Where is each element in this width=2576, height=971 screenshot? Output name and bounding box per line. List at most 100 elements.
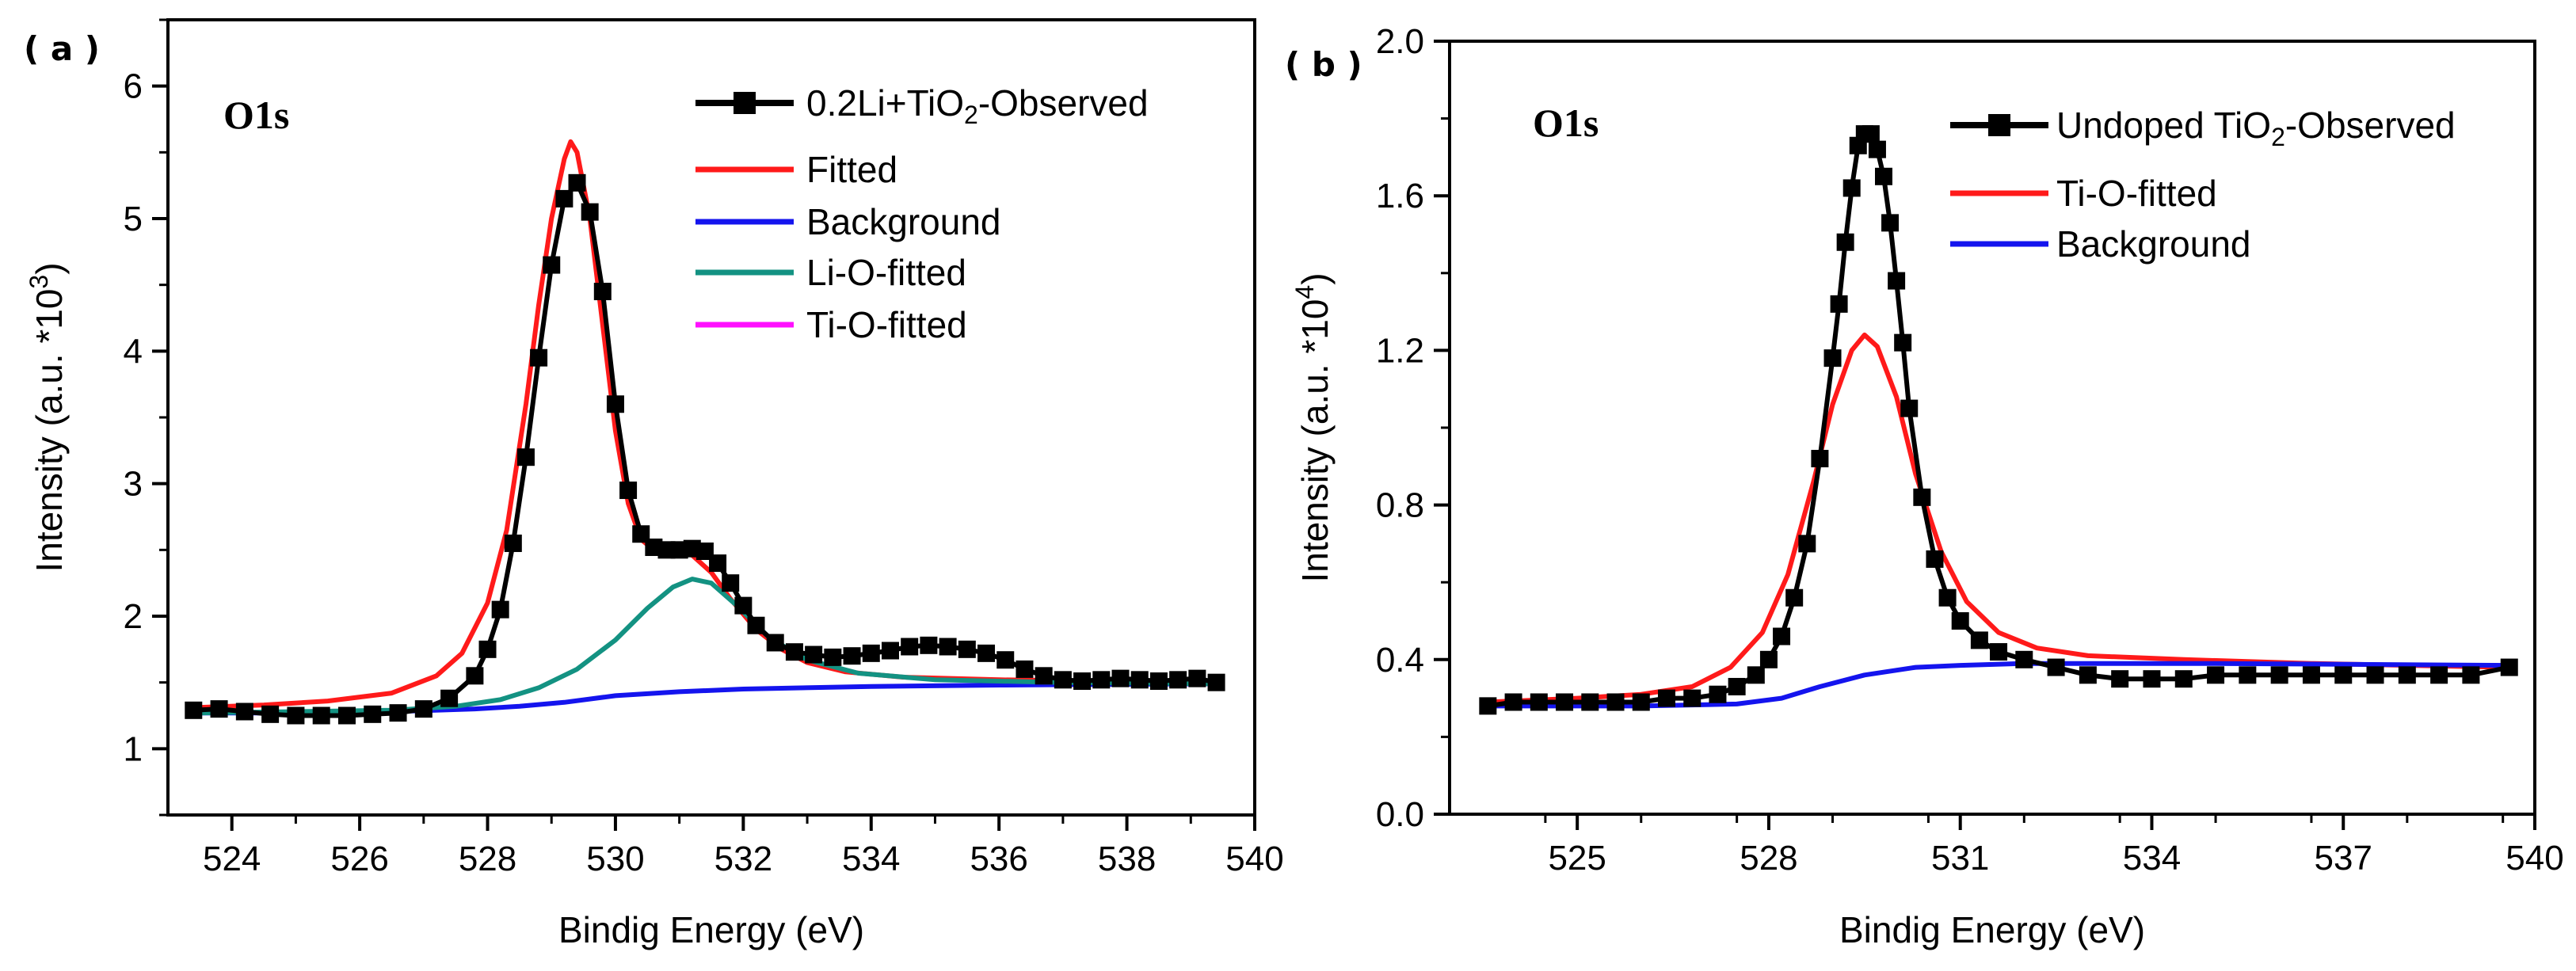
data-point-a-41 bbox=[901, 638, 919, 656]
data-point-a-43 bbox=[939, 638, 957, 656]
data-point-b-36 bbox=[2015, 650, 2033, 668]
panel-b-y-axis-label-close: ) bbox=[1294, 272, 1336, 284]
data-point-b-34 bbox=[1970, 631, 1988, 649]
series-a-fitted bbox=[191, 139, 1219, 710]
data-point-a-13 bbox=[491, 600, 509, 619]
panel-a-legend-item-fitted: Fitted bbox=[695, 149, 897, 190]
data-point-a-10 bbox=[440, 689, 459, 707]
series-line-a-0 bbox=[191, 180, 1219, 718]
x-tick-label-b-528: 528 bbox=[1740, 839, 1797, 878]
panel-a-y-ticks: 1 2 3 4 5 6 bbox=[124, 18, 168, 817]
series-a-0-2li-tio2-observed bbox=[185, 173, 1225, 725]
series-line-b-1 bbox=[1485, 332, 2512, 705]
legend-text-li-o: Li-O-fitted bbox=[806, 252, 966, 293]
data-point-b-28 bbox=[1894, 333, 1912, 352]
data-point-b-43 bbox=[2239, 666, 2257, 684]
data-point-a-21 bbox=[593, 283, 612, 301]
panel-a-y-axis-label-main: Intensity (a.u. *10 bbox=[29, 289, 70, 573]
y-tick-label-b-4: 1.6 bbox=[1376, 177, 1424, 215]
legend-text-observed-sub: 2 bbox=[964, 101, 978, 129]
data-point-b-1 bbox=[1504, 693, 1522, 711]
data-point-b-3 bbox=[1556, 693, 1574, 711]
panel-b-y-axis-label-exp: 4 bbox=[1290, 285, 1319, 299]
data-point-a-30 bbox=[709, 554, 727, 573]
data-point-a-18 bbox=[555, 189, 574, 208]
legend-text-undoped-observed-main: Undoped TiO bbox=[2056, 105, 2271, 146]
legend-text-ti-o-b: Ti-O-fitted bbox=[2056, 173, 2217, 214]
legend-text-observed: 0.2Li+TiO2-Observed bbox=[806, 82, 1149, 129]
data-point-a-9 bbox=[414, 700, 433, 718]
data-point-a-4 bbox=[287, 706, 305, 725]
legend-text-undoped-observed-sub: 2 bbox=[2271, 123, 2285, 151]
data-point-b-39 bbox=[2111, 670, 2129, 688]
data-point-a-17 bbox=[543, 256, 561, 274]
data-point-a-8 bbox=[389, 704, 407, 722]
data-point-b-47 bbox=[2366, 666, 2384, 684]
y-tick-label-a-4: 5 bbox=[124, 200, 143, 238]
legend-marker-observed bbox=[734, 92, 756, 114]
data-point-a-56 bbox=[1188, 669, 1206, 687]
x-tick-label-a-524: 524 bbox=[203, 840, 261, 878]
panel-b-x-axis-label: Bindig Energy (eV) bbox=[1839, 909, 2145, 950]
x-tick-label-a-530: 530 bbox=[586, 840, 644, 878]
data-point-b-29 bbox=[1900, 399, 1919, 417]
data-point-b-37 bbox=[2047, 658, 2065, 676]
data-point-b-46 bbox=[2334, 666, 2353, 684]
y-tick-label-a-2: 3 bbox=[124, 465, 143, 504]
data-point-b-32 bbox=[1938, 588, 1957, 607]
panel-a-legend-item-ti-o: Ti-O-fitted bbox=[695, 304, 967, 345]
legend-text-observed-rest: -Observed bbox=[978, 82, 1149, 124]
panel-b-legend: Undoped TiO2-Observed Ti-O-fitted Backgr… bbox=[1950, 105, 2456, 265]
data-point-b-5 bbox=[1606, 693, 1625, 711]
data-point-b-17 bbox=[1823, 349, 1842, 367]
x-tick-label-a-540: 540 bbox=[1225, 840, 1283, 878]
data-point-a-11 bbox=[466, 667, 484, 685]
y-tick-label-a-1: 2 bbox=[124, 597, 143, 636]
panel-b-legend-item-ti-o: Ti-O-fitted bbox=[1950, 173, 2217, 214]
legend-text-undoped-observed-rest: -Observed bbox=[2285, 105, 2456, 146]
series-b-undoped-tio2-observed bbox=[1479, 125, 2518, 715]
panel-a-plot-area bbox=[185, 139, 1225, 725]
data-point-b-0 bbox=[1479, 697, 1497, 715]
legend-text-observed-main: 0.2Li+TiO bbox=[806, 82, 964, 124]
x-tick-label-b-540: 540 bbox=[2506, 839, 2563, 878]
x-tick-label-a-526: 526 bbox=[330, 840, 388, 878]
data-point-a-55 bbox=[1169, 671, 1187, 689]
panel-a-y-axis-label-exp: 3 bbox=[25, 275, 53, 289]
legend-text-fitted: Fitted bbox=[806, 149, 897, 190]
data-point-a-16 bbox=[530, 348, 548, 367]
y-tick-label-a-5: 6 bbox=[124, 67, 143, 106]
data-point-b-40 bbox=[2143, 670, 2161, 688]
panel-b: ( b ) 525 528 531 534 537 540 0.0 0.4 0.8 1.2 1.6… bbox=[1285, 22, 2564, 950]
data-point-b-20 bbox=[1842, 179, 1861, 197]
data-point-a-20 bbox=[581, 203, 599, 221]
panel-b-legend-item-observed: Undoped TiO2-Observed bbox=[1950, 105, 2456, 151]
data-point-a-50 bbox=[1073, 672, 1092, 690]
data-point-a-12 bbox=[478, 640, 497, 658]
data-point-a-45 bbox=[977, 644, 996, 662]
x-tick-label-a-534: 534 bbox=[842, 840, 900, 878]
panel-b-legend-item-background: Background bbox=[1950, 223, 2251, 265]
series-line-b-0 bbox=[1485, 131, 2512, 709]
data-point-b-35 bbox=[1990, 643, 2008, 661]
y-tick-label-b-0: 0.0 bbox=[1376, 795, 1424, 834]
x-tick-label-b-537: 537 bbox=[2315, 839, 2372, 878]
series-line-a-1 bbox=[191, 139, 1219, 710]
x-tick-label-a-536: 536 bbox=[970, 840, 1027, 878]
data-point-a-32 bbox=[734, 596, 753, 615]
data-point-a-49 bbox=[1054, 671, 1072, 689]
data-point-a-34 bbox=[766, 634, 784, 652]
data-point-a-52 bbox=[1111, 669, 1130, 687]
x-tick-label-b-525: 525 bbox=[1548, 839, 1606, 878]
x-tick-label-a-538: 538 bbox=[1098, 840, 1156, 878]
data-point-a-51 bbox=[1092, 671, 1111, 689]
data-point-a-46 bbox=[996, 651, 1015, 669]
data-point-b-12 bbox=[1759, 650, 1778, 668]
panel-b-label: ( b ) bbox=[1285, 45, 1362, 84]
x-tick-label-a-528: 528 bbox=[459, 840, 516, 878]
panel-b-plot-area bbox=[1479, 125, 2518, 715]
panel-a-legend: 0.2Li+TiO2-Observed Fitted Background Li… bbox=[695, 82, 1149, 345]
data-point-b-42 bbox=[2207, 666, 2225, 684]
data-point-b-50 bbox=[2462, 666, 2480, 684]
y-tick-label-b-3: 1.2 bbox=[1376, 331, 1424, 370]
